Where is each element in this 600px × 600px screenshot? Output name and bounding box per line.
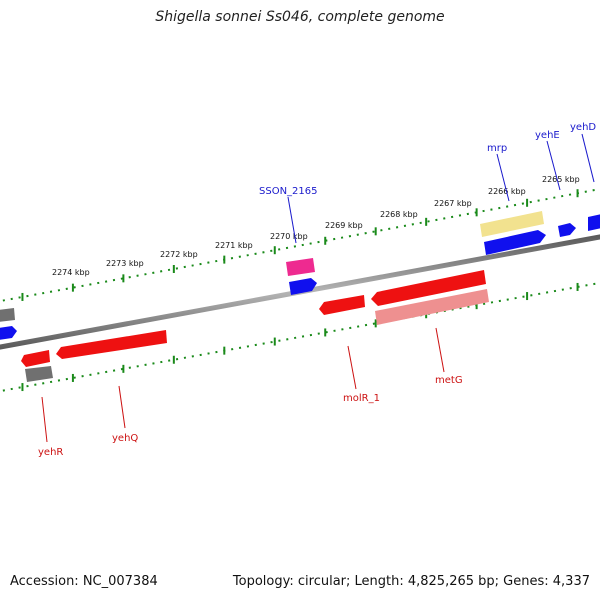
gene-label-mrp[interactable]: mrp [487,143,507,154]
inner-scale-rail [0,281,600,393]
gene-label-molr-1[interactable]: molR_1 [343,393,380,404]
scale-label: 2265 kbp [542,175,580,184]
gene-label-sson-2165[interactable]: SSON_2165 [259,186,318,197]
gene-arrow-blue[interactable] [289,278,317,295]
gene-label-yehq[interactable]: yehQ [112,433,138,444]
gene-arrow-red-metG[interactable] [371,270,486,306]
gene-label-metg[interactable]: metG [435,375,463,386]
gene-arrow-left-edge[interactable] [0,308,15,322]
gene-label-yehd[interactable]: yehD [570,122,596,133]
gene-arrow-red-yehQ[interactable] [56,330,167,359]
gene-block-sson-2165[interactable] [286,258,315,276]
scale-label: 2268 kbp [380,210,418,219]
gene-arrow-red-yehR[interactable] [21,350,50,367]
scale-label: 2271 kbp [215,241,253,250]
gene-arrow-blue-yehD[interactable] [588,214,600,231]
gene-arrow-left-edge-blue[interactable] [0,326,17,340]
gene-label-yehe[interactable]: yehE [535,130,560,141]
gene-label-yehr[interactable]: yehR [38,447,63,458]
scale-label: 2274 kbp [52,268,90,277]
gene-arrow-red-molR-1[interactable] [319,295,365,315]
topology-text: Topology: circular; Length: 4,825,265 bp… [232,574,590,589]
scale-label: 2273 kbp [106,259,144,268]
reverse-strand-features [21,270,489,382]
gene-arrow-blue-yehE[interactable] [558,223,576,237]
gene-block-pink-metG[interactable] [375,289,489,325]
gene-block-mrp[interactable] [480,211,544,237]
scale-label: 2272 kbp [160,250,198,259]
label-leaders [41,133,595,443]
map-title: Shigella sonnei Ss046, complete genome [155,9,445,25]
forward-strand-features [0,211,600,340]
gene-arrow-blue[interactable] [484,230,546,255]
scale-label: 2270 kbp [270,232,308,241]
accession-text: Accession: NC_007384 [10,574,158,589]
gene-block-gray[interactable] [25,366,53,382]
scale-label: 2267 kbp [434,199,472,208]
scale-label: 2269 kbp [325,221,363,230]
